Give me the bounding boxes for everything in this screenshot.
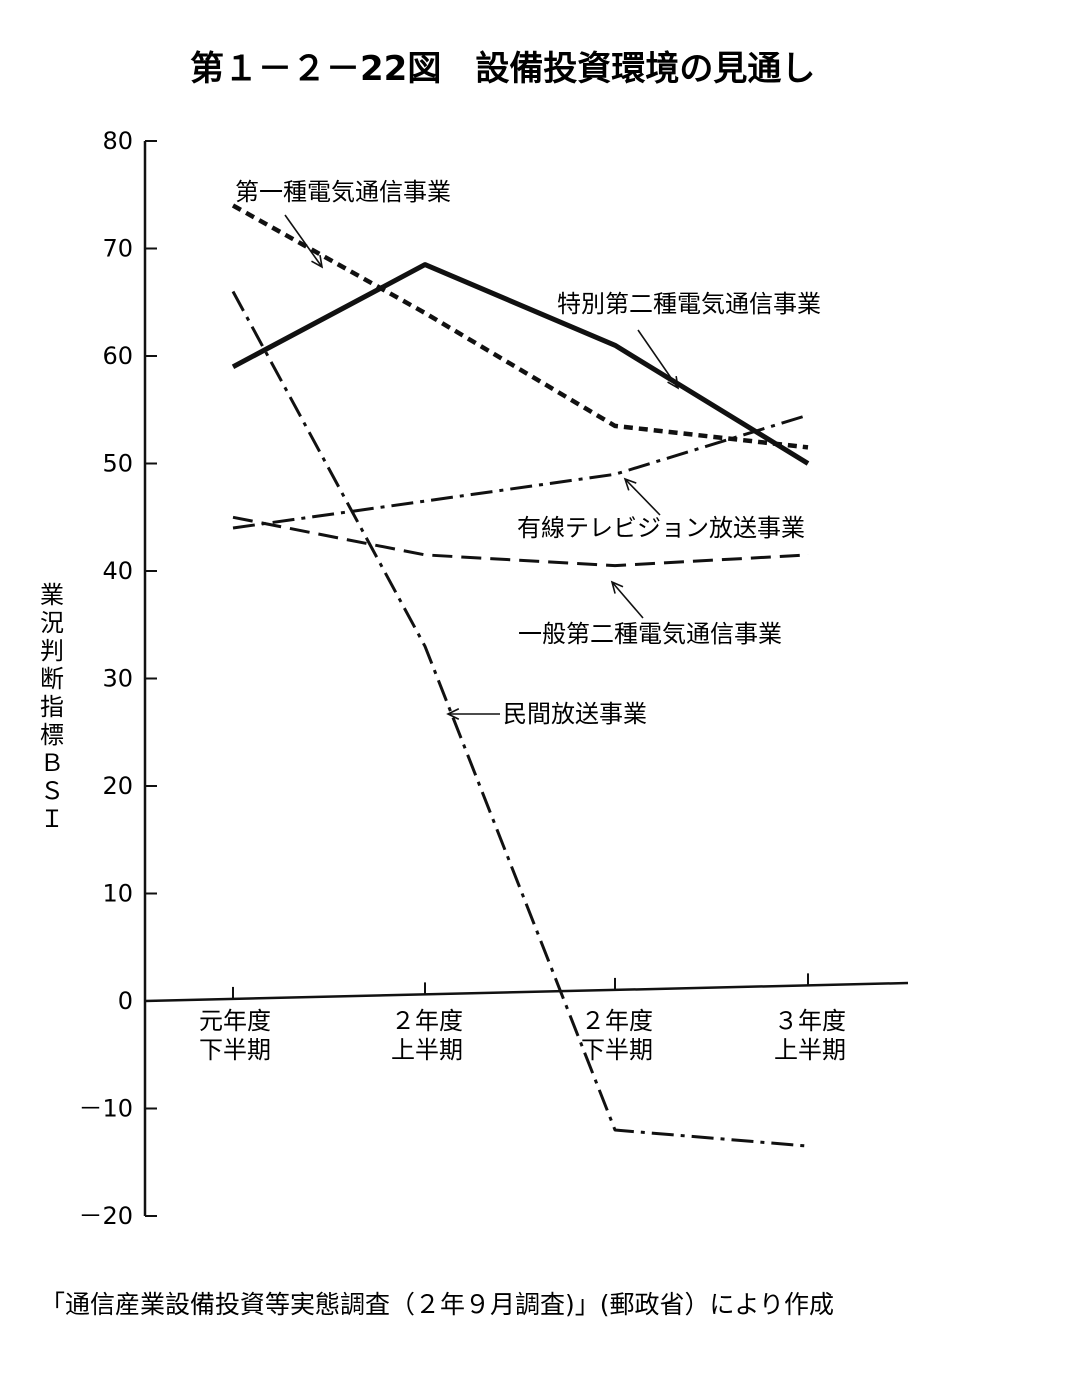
x-category-label-line1: ２年度 bbox=[581, 1007, 653, 1035]
arrow-head bbox=[446, 708, 460, 720]
series-label: 民間放送事業 bbox=[503, 700, 647, 728]
chart-title: 第１－２－22図 設備投資環境の見通し bbox=[190, 49, 815, 89]
series-lines bbox=[231, 203, 810, 1148]
series-line bbox=[231, 203, 809, 450]
arrow-head bbox=[311, 255, 324, 269]
y-axis-label-char: 断 bbox=[40, 665, 64, 693]
x-category-label-line2: 上半期 bbox=[391, 1036, 463, 1064]
x-category-label-line1: 元年度 bbox=[199, 1007, 271, 1035]
x-category-label-line1: ３年度 bbox=[774, 1007, 846, 1035]
y-tick-label: 50 bbox=[102, 450, 133, 478]
y-axis-label-char: 業 bbox=[40, 581, 64, 609]
series-label: 有線テレビジョン放送事業 bbox=[517, 514, 805, 542]
source-note: 「通信産業設備投資等実態調査（２年９月調査)」(郵政省）により作成 bbox=[40, 1290, 834, 1319]
series-label: 特別第二種電気通信事業 bbox=[557, 290, 821, 318]
arrow-head bbox=[610, 580, 624, 594]
series-line bbox=[231, 290, 809, 1148]
y-tick-label: 70 bbox=[102, 235, 133, 263]
y-axis-label-char: 指 bbox=[40, 693, 64, 721]
x-category-label-line2: 上半期 bbox=[774, 1036, 846, 1064]
y-axis-label-char: Ｓ bbox=[40, 777, 64, 805]
x-category-label-line1: ２年度 bbox=[391, 1007, 463, 1035]
y-tick-label: －20 bbox=[78, 1202, 133, 1230]
series-line bbox=[232, 413, 809, 530]
y-tick-label: 30 bbox=[102, 665, 133, 693]
series-label: 一般第二種電気通信事業 bbox=[518, 620, 782, 648]
x-axis-line bbox=[144, 981, 909, 1003]
leader-line bbox=[637, 329, 679, 389]
y-tick-label: 0 bbox=[118, 987, 133, 1015]
y-axis-label-char: 況 bbox=[40, 609, 64, 637]
y-tick-label: 60 bbox=[102, 342, 133, 370]
y-axis-label-char: Ｉ bbox=[40, 805, 64, 833]
leader-line bbox=[624, 478, 661, 516]
arrow-head bbox=[623, 477, 637, 491]
y-tick-label: 80 bbox=[102, 127, 133, 155]
series-label: 第一種電気通信事業 bbox=[235, 178, 451, 206]
y-axis-label-char: Ｂ bbox=[40, 749, 64, 777]
y-tick-label: 10 bbox=[102, 880, 133, 908]
series-labels: 第一種電気通信事業特別第二種電気通信事業有線テレビジョン放送事業一般第二種電気通… bbox=[235, 178, 821, 728]
y-tick-label: 40 bbox=[102, 557, 133, 585]
arrow-head bbox=[667, 376, 680, 390]
y-tick-label: －10 bbox=[78, 1095, 133, 1123]
leader-line bbox=[284, 214, 323, 268]
x-category-label-line2: 下半期 bbox=[581, 1036, 653, 1064]
x-category-label-line2: 下半期 bbox=[199, 1036, 271, 1064]
y-axis-label-char: 標 bbox=[40, 721, 64, 749]
y-tick-label: 20 bbox=[102, 772, 133, 800]
y-axis-label-char: 判 bbox=[40, 637, 64, 665]
series-line bbox=[232, 515, 809, 568]
series-line bbox=[231, 262, 810, 466]
leader-line bbox=[611, 581, 644, 619]
y-ticks: 80 70 60 50 40 30 20 10 0 －10 －20 bbox=[78, 127, 157, 1230]
